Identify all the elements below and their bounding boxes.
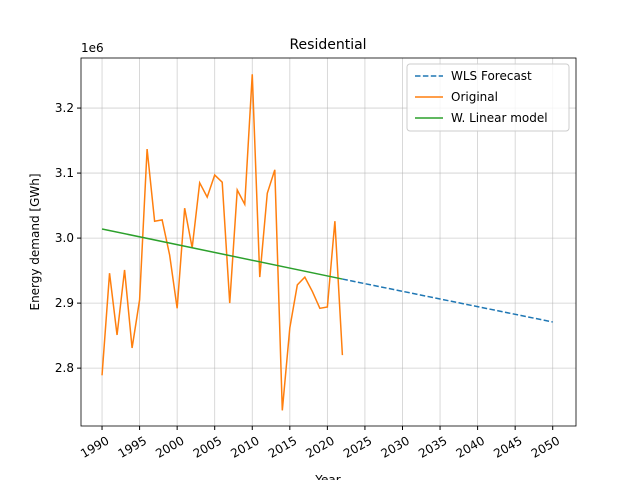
- x-tick-label: 2005: [191, 433, 224, 460]
- series-line: [101, 228, 343, 280]
- y-tick-label: 3.0: [55, 231, 74, 245]
- y-tick-label: 2.8: [55, 361, 74, 375]
- x-tick-label: 2030: [379, 433, 412, 460]
- x-tick-label: 1990: [78, 433, 111, 460]
- x-tick-label: 2020: [303, 433, 336, 460]
- legend-box: [406, 63, 570, 132]
- x-tick-label: 2050: [529, 433, 562, 460]
- x-tick-label: 2040: [454, 433, 487, 460]
- y-tick-label: 2.9: [55, 296, 74, 310]
- series-line: [342, 278, 553, 323]
- plot-frame: [80, 57, 577, 427]
- chart-title: Residential: [289, 37, 366, 53]
- x-tick-label: 2025: [341, 433, 374, 460]
- series-line: [101, 74, 344, 411]
- y-tick-label: 3.2: [55, 101, 74, 115]
- x-tick-label: 2015: [266, 433, 299, 460]
- legend-label: Original: [451, 90, 498, 104]
- y-offset-label: 1e6: [81, 41, 104, 55]
- x-tick-label: 2045: [491, 433, 524, 460]
- legend-label: W. Linear model: [451, 111, 548, 125]
- legend-label: WLS Forecast: [451, 69, 532, 83]
- x-tick-label: 1995: [116, 433, 149, 460]
- y-axis-label: Energy demand [GWh]: [28, 173, 42, 310]
- y-tick-label: 3.1: [55, 166, 74, 180]
- x-axis-label: Year: [314, 473, 340, 480]
- x-tick-label: 2000: [153, 433, 186, 460]
- x-tick-label: 2035: [416, 433, 449, 460]
- x-tick-label: 2010: [228, 433, 261, 460]
